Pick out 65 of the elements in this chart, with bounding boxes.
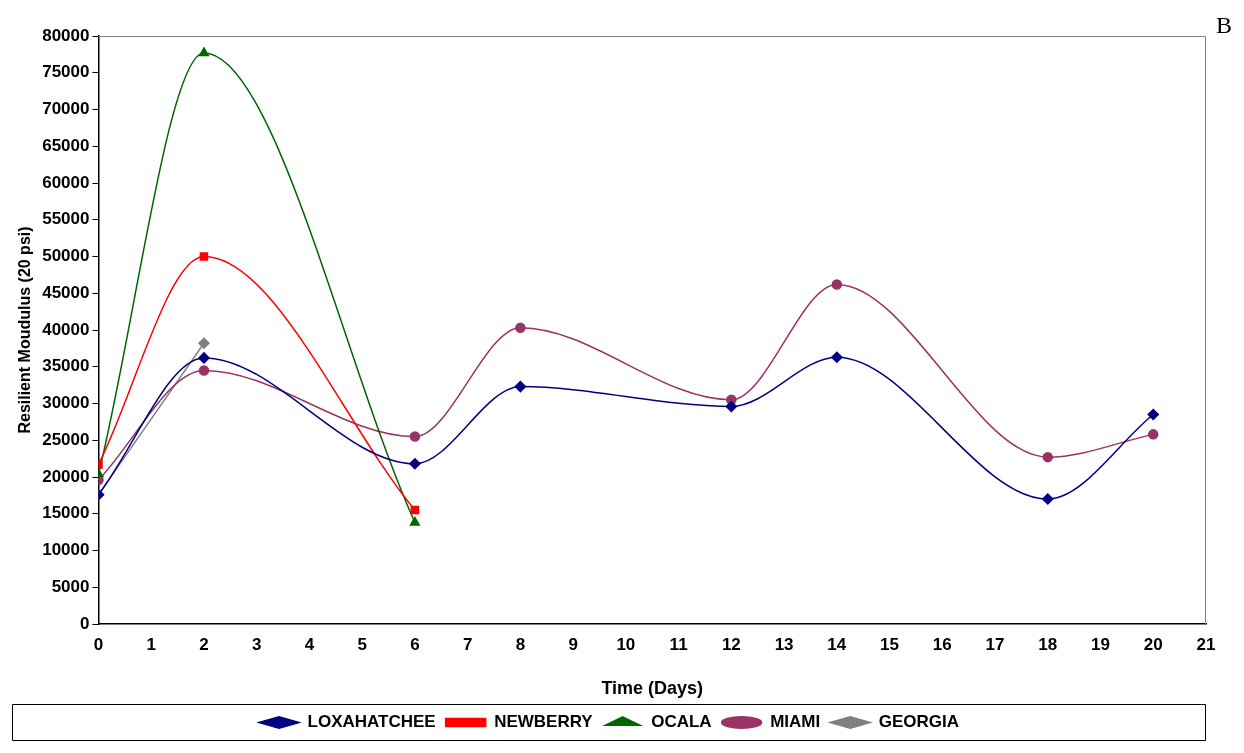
x-tick-label: 12	[721, 634, 741, 654]
legend-label: NEWBERRY	[494, 712, 594, 732]
x-tick-label: 20	[1143, 634, 1163, 654]
x-tick-label: 11	[669, 634, 688, 654]
x-tick-label: 17	[985, 634, 1005, 654]
y-tick-label: 35000	[42, 356, 90, 376]
y-tick-label: 75000	[42, 62, 90, 82]
x-tick-label: 2	[199, 634, 209, 654]
point	[1042, 493, 1054, 505]
x-tick-label: 4	[304, 634, 315, 654]
y-tick-label: 80000	[42, 25, 90, 45]
point	[831, 351, 843, 363]
point	[409, 458, 421, 470]
x-tick-label: 5	[357, 634, 367, 654]
x-tick-label: 10	[616, 634, 636, 654]
y-tick-label: 15000	[42, 503, 90, 523]
x-tick-label: 9	[568, 634, 578, 654]
x-tick-label: 13	[774, 634, 794, 654]
x-tick-label: 19	[1091, 634, 1110, 654]
x-tick-label: 1	[146, 634, 156, 654]
y-tick-label: 30000	[42, 393, 90, 413]
legend-label: GEORGIA	[878, 712, 959, 732]
point	[198, 47, 210, 57]
x-tick-label: 6	[410, 634, 420, 654]
point	[409, 516, 420, 526]
point	[725, 400, 738, 413]
y-tick-label: 60000	[42, 172, 90, 192]
x-tick-label: 14	[827, 634, 847, 654]
text: B	[1215, 12, 1232, 39]
x-tick-label: 0	[93, 634, 104, 654]
x-tick-label: 3	[251, 634, 262, 654]
point	[198, 352, 210, 364]
x-tick-label: 15	[880, 634, 900, 654]
x-tick-label: 7	[462, 634, 473, 654]
y-tick-label: 45000	[42, 282, 90, 302]
y-tick-label: 10000	[42, 540, 90, 560]
point	[514, 380, 527, 393]
point	[831, 279, 843, 290]
y-tick-label: 55000	[42, 209, 90, 229]
x-tick-label: 21	[1196, 634, 1216, 654]
y-tick-label: 65000	[42, 135, 90, 155]
y-tick-label: 0	[80, 613, 90, 633]
x-axis-title: Time (Days)	[601, 678, 704, 699]
y-tick-label: 5000	[51, 576, 90, 596]
y-tick-label: 70000	[42, 99, 90, 119]
y-tick-label: 50000	[42, 246, 90, 266]
y-axis-title: Resilient Moudulus (20 psi)	[16, 226, 34, 434]
point	[198, 337, 210, 349]
x-tick-label: 18	[1038, 634, 1058, 654]
point	[1042, 451, 1054, 463]
legend-label: OCALA	[651, 712, 712, 732]
point	[199, 252, 209, 261]
legend-label: LOXAHATCHEE	[307, 712, 436, 732]
point	[515, 322, 526, 334]
point	[198, 365, 210, 376]
point	[1148, 429, 1159, 440]
point	[1147, 408, 1160, 421]
point	[409, 431, 421, 442]
y-tick-label: 25000	[42, 429, 90, 449]
y-tick-label: 20000	[42, 466, 90, 486]
legend-label: MIAMI	[770, 712, 821, 732]
y-tick-label: 40000	[42, 319, 90, 339]
x-tick-label: 8	[515, 634, 526, 654]
point	[410, 505, 420, 515]
x-tick-label: 16	[932, 634, 952, 654]
